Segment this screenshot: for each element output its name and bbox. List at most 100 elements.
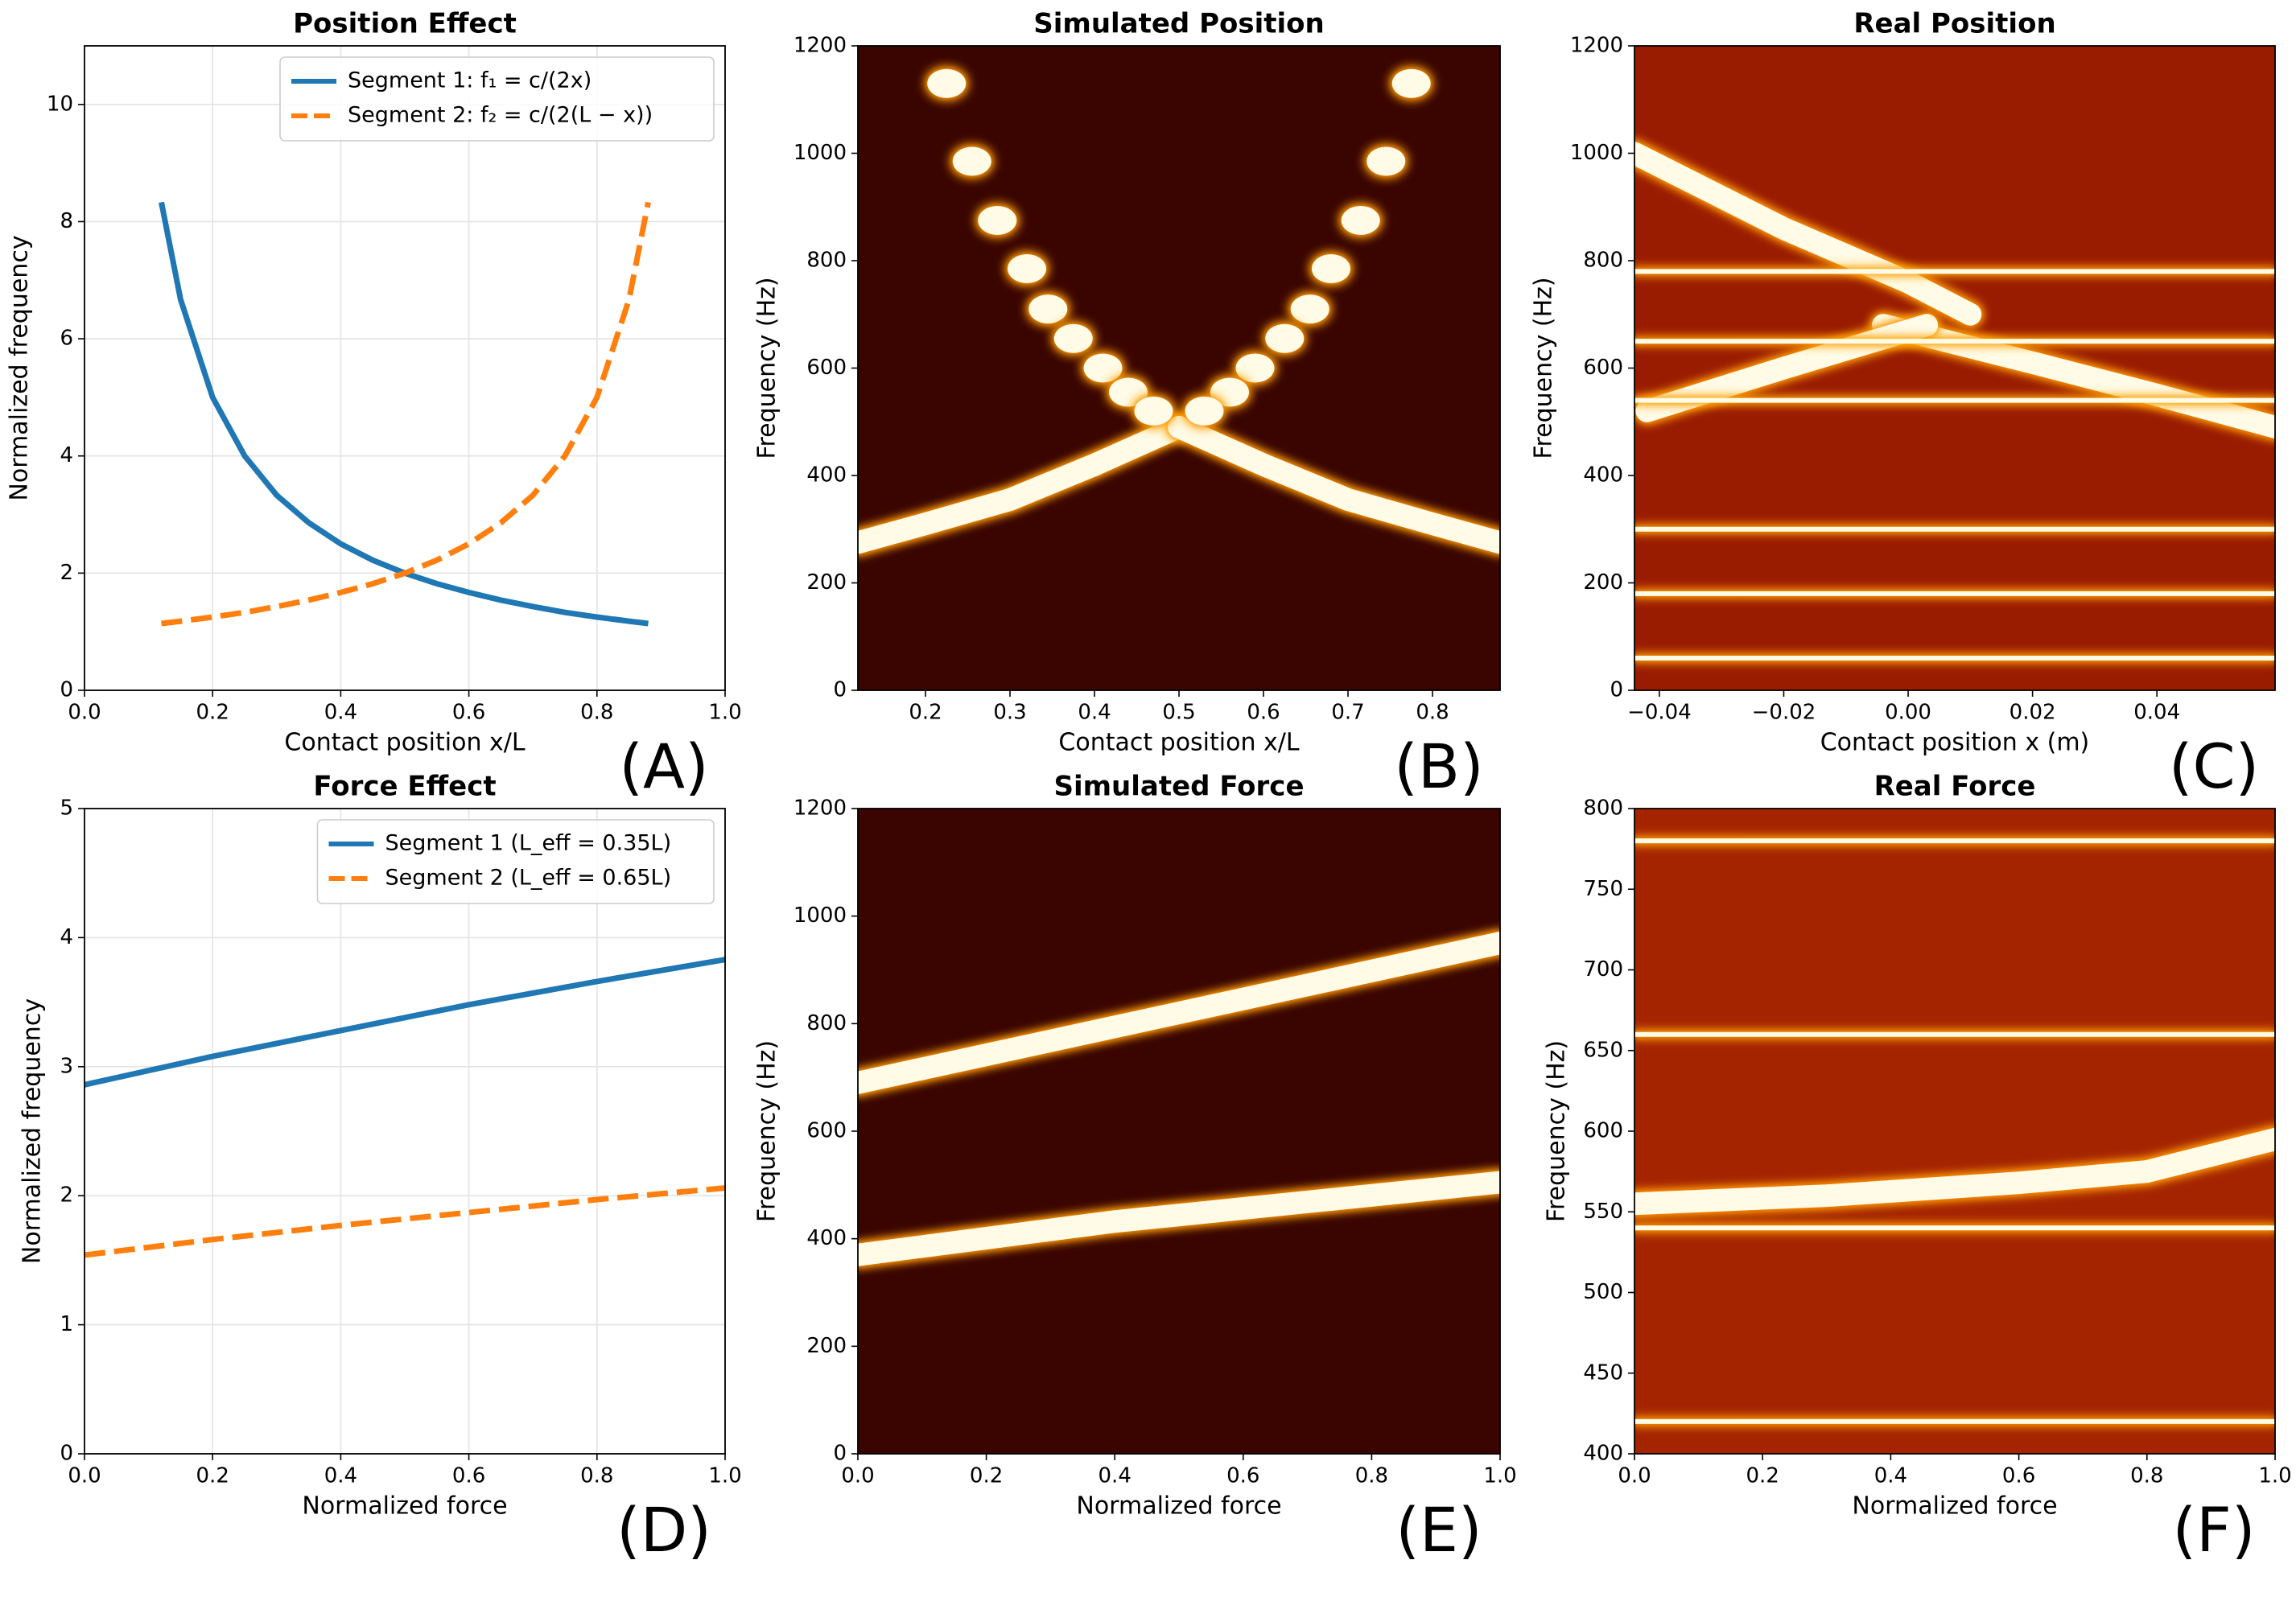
x-tick-label: 0.8: [1355, 1464, 1388, 1488]
y-tick-label: 5: [60, 796, 73, 821]
y-tick-label: 800: [806, 1011, 847, 1035]
y-tick-label: 800: [1583, 249, 1623, 273]
chart-title: Real Position: [1853, 8, 2055, 40]
heatmap-background: [1634, 809, 2275, 1454]
panel-label: (E): [1395, 1494, 1482, 1566]
legend-label: Segment 2 (L_eff = 0.65L): [385, 866, 672, 891]
ridge-dot: [1210, 377, 1249, 407]
ridge-dot: [1391, 68, 1431, 98]
y-tick-label: 750: [1583, 877, 1623, 901]
chart-title: Simulated Force: [1053, 771, 1304, 803]
x-tick-label: 1.0: [2258, 1464, 2291, 1488]
x-tick-label: 0.3: [993, 701, 1026, 725]
plot-area: [858, 68, 1500, 554]
x-tick-label: 0.6: [1226, 1464, 1259, 1488]
y-tick-label: 1000: [794, 903, 847, 928]
chart-title: Force Effect: [313, 771, 496, 803]
plot-area: [1634, 838, 2275, 1424]
y-tick-label: 10: [47, 92, 73, 116]
x-tick-label: 0.8: [2130, 1464, 2163, 1488]
ridge: [858, 1171, 1500, 1266]
plot-area: [1634, 142, 2275, 661]
y-tick-label: 700: [1583, 957, 1623, 982]
series-line: [159, 201, 649, 627]
y-tick-label: 800: [1583, 796, 1623, 821]
x-tick-label: 0.4: [1078, 701, 1111, 725]
y-tick-label: 1200: [794, 34, 847, 58]
y-axis-label: Normalized frequency: [6, 235, 34, 500]
x-tick-label: 1.0: [708, 1464, 741, 1488]
x-tick-label: 0.2: [909, 701, 942, 725]
x-axis-label: Normalized force: [302, 1492, 507, 1521]
plot-area: [159, 201, 651, 627]
ridge-dot: [952, 146, 991, 176]
legend-box: [316, 819, 715, 904]
x-tick-label: 0.2: [196, 701, 229, 725]
chart-title: Real Force: [1874, 771, 2036, 803]
x-tick-label: −0.04: [1627, 701, 1692, 725]
y-axis-label: Frequency (Hz): [1543, 1040, 1571, 1222]
chart-title: Position Effect: [293, 8, 517, 40]
y-tick-label: 0: [60, 1442, 73, 1466]
y-tick-label: 500: [1583, 1280, 1623, 1304]
y-tick-label: 6: [60, 327, 73, 351]
y-tick-label: 600: [806, 1119, 847, 1143]
x-tick-label: 0.0: [68, 1464, 101, 1488]
legend-label: Segment 2: f₂ = c/(2(L − x)): [348, 103, 653, 128]
panel-label: (A): [619, 731, 708, 802]
y-tick-label: 400: [1583, 463, 1623, 488]
panel: 0 2 4 6 8 10 0.0 0.2 0.4 0.6 0.8 1.0 Position Effect…: [6, 8, 742, 803]
x-tick-label: 0.8: [580, 701, 613, 725]
x-tick-label: 1.0: [708, 701, 741, 725]
x-tick-label: 0.4: [324, 701, 357, 725]
x-tick-label: 0.6: [452, 1464, 485, 1488]
panel-label: (C): [2169, 731, 2259, 802]
heatmap-background: [858, 46, 1500, 690]
x-tick-label: −0.02: [1752, 701, 1816, 725]
x-tick-label: 0.04: [2133, 701, 2180, 725]
y-axis-label: Frequency (Hz): [753, 277, 781, 459]
x-tick-label: 1.0: [1483, 1464, 1516, 1488]
ridge-dot: [1341, 205, 1380, 235]
ridge-dot: [1290, 294, 1329, 324]
y-tick-label: 600: [1583, 1119, 1623, 1143]
y-tick-label: 600: [1583, 356, 1623, 380]
y-axis-label: Frequency (Hz): [753, 1040, 781, 1222]
y-tick-label: 650: [1583, 1038, 1623, 1062]
y-tick-label: 1200: [1570, 34, 1623, 58]
axes-frame: [84, 45, 726, 691]
legend-label: Segment 1: f₁ = c/(2x): [348, 68, 592, 93]
ridge: [858, 415, 1190, 554]
x-tick-label: 0.7: [1331, 701, 1364, 725]
y-tick-label: 1000: [1570, 141, 1623, 165]
y-tick-label: 2: [60, 1183, 73, 1208]
plot-area: [858, 932, 1500, 1266]
plot-area: [85, 957, 725, 1258]
x-tick-label: 0.0: [1618, 1464, 1651, 1488]
panel: 0 200 400 600 800 1000 1200 0.2 0.3 0.4 0.5 0.6 0.7 0…: [753, 8, 1501, 802]
y-axis-label: Normalized frequency: [19, 998, 47, 1264]
ridge: [858, 932, 1500, 1094]
y-tick-label: 0: [1610, 678, 1623, 702]
x-axis-label: Normalized force: [1076, 1492, 1281, 1521]
x-tick-label: 0.6: [1247, 701, 1280, 725]
ridge-dot: [1083, 353, 1123, 383]
ridge-dot: [1265, 323, 1305, 353]
y-tick-label: 200: [806, 570, 847, 595]
x-axis-label: Contact position x (m): [1820, 729, 2090, 757]
y-tick-label: 0: [60, 678, 73, 702]
y-tick-label: 400: [1583, 1442, 1623, 1466]
ridge-dot: [1053, 323, 1093, 353]
y-tick-label: 3: [60, 1054, 73, 1078]
series-line: [85, 957, 725, 1088]
panel: 0 1 2 3 4 5 0.0 0.2 0.4 0.6 0.8 1.0 Force Effect Norm…: [19, 771, 742, 1566]
axes-frame: [1634, 808, 2276, 1455]
x-tick-label: 0.0: [68, 701, 101, 725]
y-tick-label: 600: [806, 356, 847, 380]
y-tick-label: 200: [1583, 570, 1623, 595]
ridge-dot: [927, 68, 967, 98]
y-tick-label: 8: [60, 209, 73, 233]
y-tick-label: 0: [833, 1442, 847, 1466]
ridge-dot: [1008, 254, 1046, 284]
